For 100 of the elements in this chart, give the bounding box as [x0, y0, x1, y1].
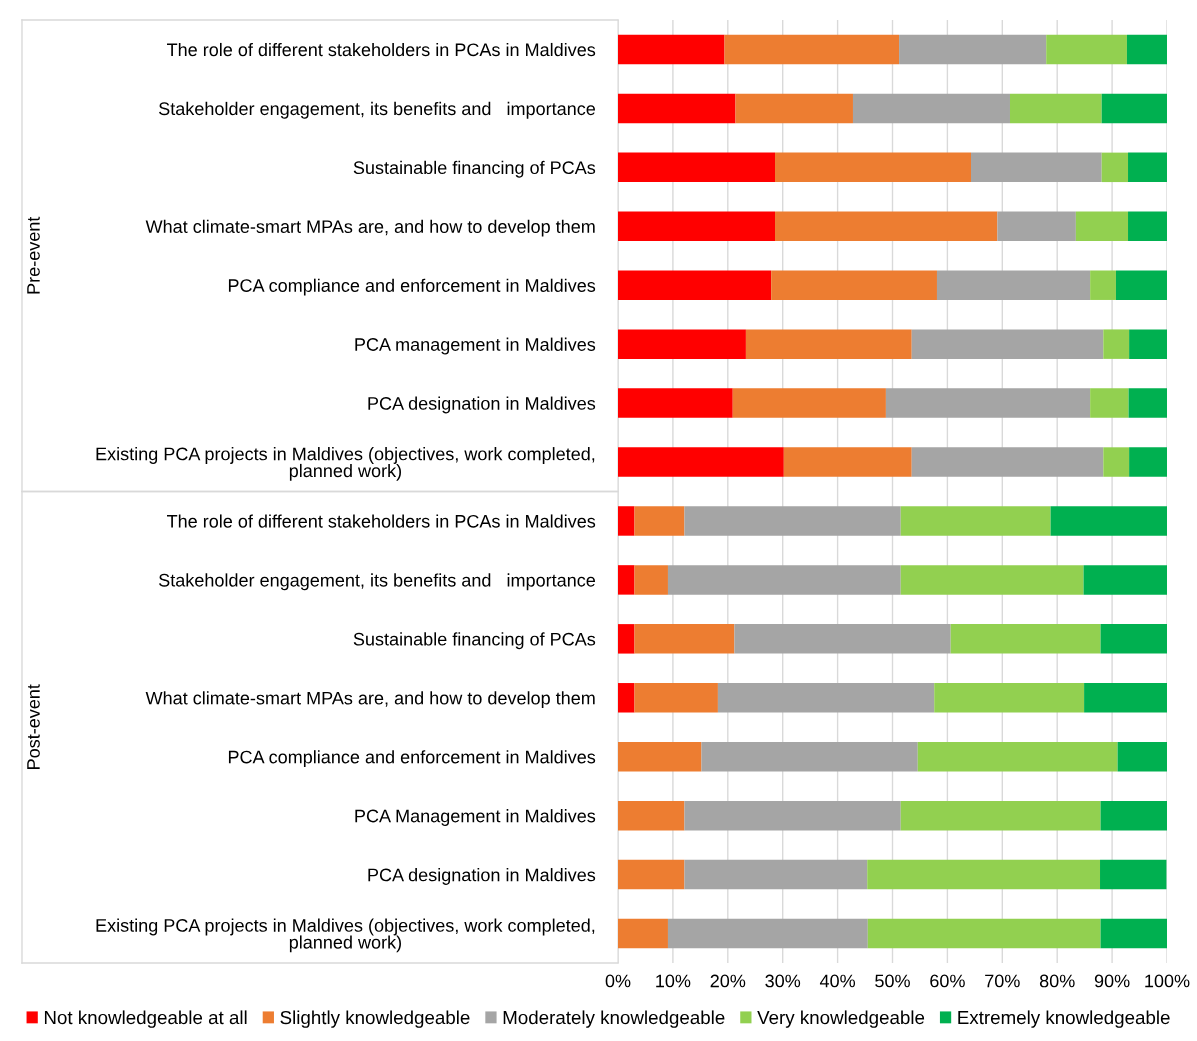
bar [899, 34, 1047, 65]
legend-label: Slightly knowledgeable [280, 1010, 470, 1028]
x-tick-label: 90% [1094, 974, 1130, 988]
bar [1100, 800, 1167, 831]
bar [684, 859, 868, 890]
y-tick-label: PCA compliance and enforcement in Maldives [228, 278, 596, 296]
bar [1101, 152, 1129, 183]
bar [885, 388, 1091, 418]
bar [900, 506, 1051, 536]
bar [1100, 624, 1167, 654]
legend-label: Very knowledgeable [757, 1010, 925, 1028]
y-tick-label: What climate-smart MPAs are, and how to develop them [145, 691, 595, 709]
bar [1115, 270, 1167, 300]
bar [1128, 388, 1167, 418]
y-tick-label: PCA designation in Maldives [368, 396, 596, 414]
bar [745, 329, 912, 359]
bar [900, 800, 1101, 831]
x-tick-label: 100% [1145, 974, 1190, 988]
bar [867, 918, 1101, 949]
y-tick-label: Sustainable financing of PCAs [353, 632, 596, 650]
bar [1084, 683, 1167, 713]
x-tick-label: 10% [656, 974, 691, 988]
bar [911, 329, 1104, 359]
y-tick-label: Existing PCA projects in Maldives (objectives, work completed, planned work) [96, 918, 595, 953]
bar [618, 624, 635, 654]
bar [1050, 506, 1167, 536]
bar [634, 683, 718, 713]
bar [618, 800, 685, 831]
bar [724, 34, 900, 65]
bar [618, 211, 776, 242]
bar [900, 565, 1084, 595]
bar [1128, 152, 1167, 183]
y-tick-label: PCA compliance and enforcement in Maldives [228, 750, 596, 768]
legend-label: Not knowledgeable at all [44, 1010, 247, 1028]
bar [1083, 565, 1167, 595]
text: Pre-event [27, 216, 40, 294]
y-tick-label: What climate-smart MPAs are, and how to develop them [145, 219, 595, 237]
bar [618, 565, 635, 595]
y-tick-label: Sustainable financing of PCAs [353, 160, 596, 178]
bar [997, 211, 1076, 242]
bar [1046, 34, 1127, 65]
bar [717, 683, 935, 713]
bar [618, 270, 772, 300]
bar [934, 683, 1085, 713]
bar [950, 624, 1101, 654]
bar [775, 211, 998, 242]
x-tick-label: 30% [765, 974, 801, 988]
bar [852, 93, 1010, 124]
bar [1090, 270, 1116, 300]
bar [618, 93, 736, 124]
bar [618, 918, 668, 949]
bar [1075, 211, 1129, 242]
bar [917, 741, 1118, 772]
bar [634, 506, 685, 536]
x-tick-label: 50% [875, 974, 910, 988]
bar [634, 624, 735, 654]
bar [618, 447, 784, 477]
x-tick-label: 60% [930, 974, 965, 988]
bar [1100, 918, 1167, 949]
x-tick-label: 80% [1039, 974, 1075, 988]
y-tick-label: The role of different stakeholders in PCAs in Maldives [167, 42, 596, 57]
bar [1129, 447, 1167, 477]
bar [618, 741, 702, 772]
bar [618, 152, 776, 183]
bar [1128, 211, 1167, 242]
x-tick-label: 70% [985, 974, 1020, 988]
bar [618, 388, 733, 418]
bar [1103, 447, 1130, 477]
bar [701, 741, 918, 772]
bar [618, 506, 635, 536]
y-tick-label: Stakeholder engagement, its benefits and importance [159, 573, 596, 591]
y-tick-label: PCA management in Maldives [355, 337, 596, 355]
bar [667, 918, 868, 949]
bar [1103, 329, 1130, 359]
bar [684, 506, 901, 536]
bar [1100, 859, 1167, 890]
bar [911, 447, 1104, 477]
bar [618, 34, 725, 65]
y-tick-label: Existing PCA projects in Maldives (objectives, work completed, planned work) [96, 447, 595, 481]
bar [684, 800, 901, 831]
bar [1126, 34, 1167, 65]
bar [735, 93, 853, 124]
bar [732, 388, 886, 418]
bar [1117, 741, 1167, 772]
legend-label: Extremely knowledgeable [958, 1010, 1170, 1028]
y-tick-label: PCA designation in Maldives [368, 868, 596, 885]
y-tick-label: Stakeholder engagement, its benefits and importance [159, 101, 596, 119]
bar [936, 270, 1091, 300]
bar [734, 624, 951, 654]
legend-label: Moderately knowledgeable [503, 1010, 725, 1028]
bar [775, 152, 972, 183]
bar [1101, 93, 1167, 124]
y-tick-label: PCA Management in Maldives [355, 809, 596, 826]
bar [867, 859, 1101, 890]
x-tick-label: 0% [605, 974, 631, 988]
x-tick-label: 20% [710, 974, 746, 988]
bar [1009, 93, 1102, 124]
bar [618, 683, 635, 713]
x-tick-label: 40% [819, 974, 856, 988]
bar [618, 329, 746, 359]
